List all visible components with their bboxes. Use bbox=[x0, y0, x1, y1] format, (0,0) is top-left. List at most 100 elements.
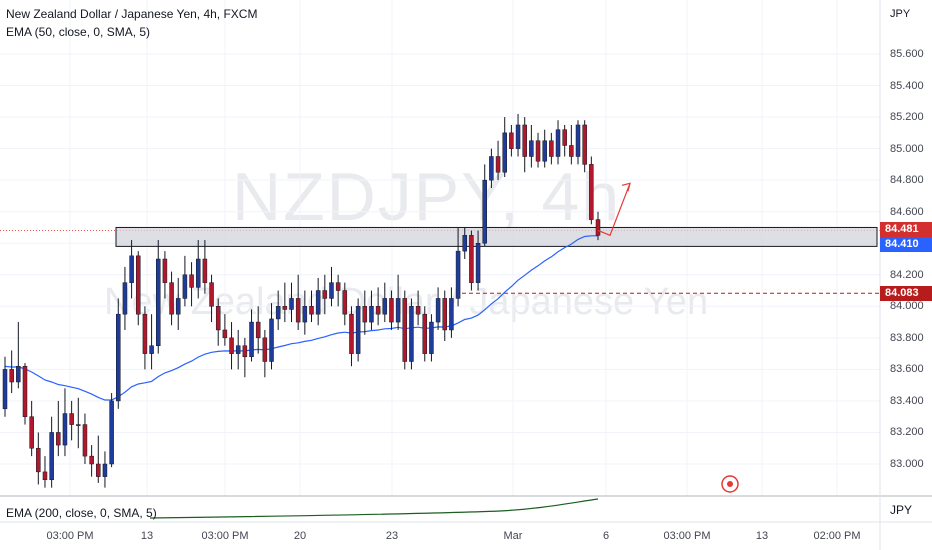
candle-body bbox=[529, 140, 534, 157]
candle bbox=[369, 290, 374, 330]
candle-body bbox=[595, 219, 601, 236]
candle bbox=[149, 314, 154, 370]
candle-body bbox=[395, 298, 401, 323]
time-tick: Mar bbox=[503, 530, 523, 542]
candle-body bbox=[76, 424, 81, 426]
price-tick: 85.200 bbox=[890, 111, 924, 124]
candle-body bbox=[502, 132, 507, 173]
price-tick: 84.000 bbox=[890, 300, 924, 313]
price-tick: 83.200 bbox=[890, 426, 924, 439]
candle-body bbox=[56, 432, 61, 446]
candle-body bbox=[475, 242, 481, 283]
candle bbox=[295, 274, 301, 330]
candle-body bbox=[335, 282, 341, 291]
candle-body bbox=[275, 306, 281, 320]
candle-body bbox=[495, 156, 501, 173]
candle bbox=[409, 298, 414, 370]
time-tick: 02:00 PM bbox=[813, 530, 861, 542]
sub-pane-currency[interactable]: JPY bbox=[890, 503, 913, 517]
candle-body bbox=[89, 455, 94, 465]
candle bbox=[349, 306, 354, 367]
candle bbox=[489, 148, 494, 189]
time-tick: 6 bbox=[602, 530, 610, 542]
time-tick: 23 bbox=[385, 530, 399, 542]
candle-body bbox=[482, 179, 487, 244]
candle bbox=[429, 314, 434, 362]
candle bbox=[142, 306, 148, 370]
alert-marker[interactable] bbox=[721, 475, 739, 493]
candle bbox=[362, 290, 368, 335]
candle-body bbox=[489, 156, 494, 181]
candle-body bbox=[515, 124, 521, 149]
candle-body bbox=[22, 365, 28, 417]
ema200-legend[interactable]: EMA (200, close, 0, SMA, 5) bbox=[6, 506, 157, 520]
candle-body bbox=[162, 258, 168, 283]
price-tick: 83.800 bbox=[890, 331, 924, 344]
candle bbox=[269, 303, 274, 370]
candle bbox=[355, 298, 361, 362]
candle bbox=[175, 277, 181, 330]
candle-body bbox=[116, 313, 121, 402]
candle bbox=[162, 251, 168, 299]
candle bbox=[136, 251, 141, 326]
candle-body bbox=[249, 321, 254, 358]
candle-body bbox=[435, 298, 441, 323]
candle-body bbox=[562, 129, 567, 146]
resistance-zone-box bbox=[115, 226, 878, 247]
candle bbox=[309, 290, 314, 323]
ema200-curve bbox=[149, 498, 599, 519]
price-tick: 85.000 bbox=[890, 142, 924, 155]
candle-body bbox=[175, 298, 181, 315]
candle-body bbox=[202, 258, 208, 283]
candle bbox=[282, 282, 288, 323]
candle-body bbox=[189, 274, 194, 288]
candle bbox=[509, 124, 514, 157]
ema50-legend[interactable]: EMA (50, close, 0, SMA, 5) bbox=[6, 25, 151, 39]
candle-body bbox=[169, 282, 174, 315]
candle-body bbox=[16, 365, 21, 383]
candle bbox=[415, 290, 421, 326]
candle-body bbox=[442, 298, 448, 331]
candle bbox=[109, 393, 114, 468]
candle bbox=[569, 124, 574, 165]
candle bbox=[116, 298, 121, 409]
candle bbox=[329, 266, 334, 307]
resistance-zone bbox=[115, 226, 878, 247]
candle bbox=[462, 227, 467, 259]
chart-title[interactable]: New Zealand Dollar / Japanese Yen, 4h, F… bbox=[6, 7, 258, 21]
candle-body bbox=[555, 129, 561, 157]
price-tick: 85.400 bbox=[890, 79, 924, 92]
candle bbox=[89, 445, 94, 477]
candle bbox=[375, 287, 381, 326]
candle bbox=[69, 400, 74, 441]
candle bbox=[502, 117, 507, 177]
candle-body bbox=[109, 400, 114, 465]
candle bbox=[555, 120, 561, 165]
candle-body bbox=[362, 306, 368, 323]
price-axis-currency[interactable]: JPY bbox=[890, 8, 911, 20]
candle-body bbox=[215, 306, 221, 331]
candle bbox=[155, 240, 161, 354]
ema50-line bbox=[4, 235, 598, 401]
candle bbox=[49, 416, 54, 488]
alert-dot bbox=[727, 481, 733, 487]
candle bbox=[495, 140, 501, 181]
candle bbox=[382, 282, 388, 323]
candle-body bbox=[355, 306, 361, 354]
candle bbox=[455, 227, 461, 307]
time-tick: 03:00 PM bbox=[201, 530, 249, 542]
candle bbox=[189, 262, 194, 307]
candle-body bbox=[409, 306, 414, 362]
time-tick: 03:00 PM bbox=[46, 530, 94, 542]
candle bbox=[342, 282, 348, 326]
candle-body bbox=[322, 290, 328, 299]
candle bbox=[315, 277, 321, 326]
candle-body bbox=[182, 274, 188, 299]
candle bbox=[36, 432, 41, 485]
candle bbox=[395, 274, 401, 330]
candle-body bbox=[295, 298, 301, 323]
candle-body bbox=[242, 345, 248, 358]
candle-body bbox=[549, 140, 554, 157]
